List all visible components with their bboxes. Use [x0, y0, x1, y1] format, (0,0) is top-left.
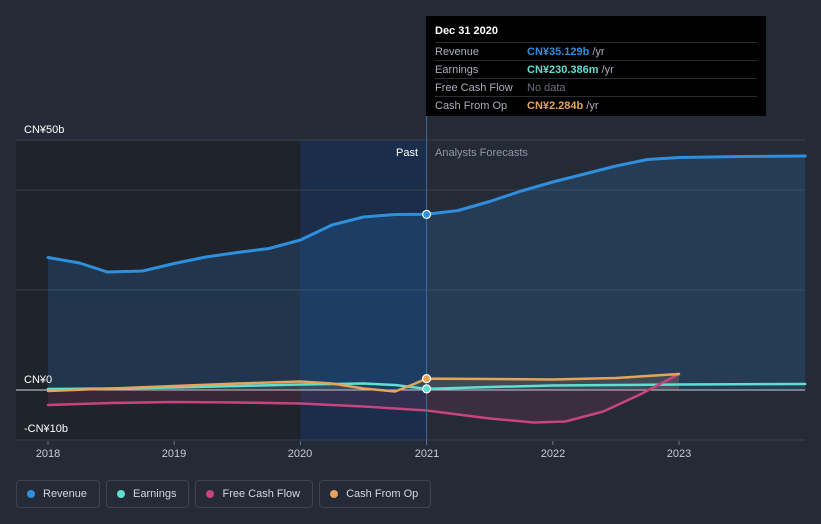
tooltip-series-unit: /yr — [601, 63, 614, 76]
legend-dot-icon — [330, 490, 339, 498]
legend-item-earnings[interactable]: Earnings — [106, 480, 190, 508]
tooltip-series-value: CN¥35.129b — [527, 45, 590, 58]
hover-marker-earnings — [422, 384, 432, 394]
hover-marker-cash-from-op — [422, 374, 432, 384]
x-tick-label: 2020 — [287, 448, 313, 460]
y-tick-label: CN¥50b — [24, 124, 65, 136]
legend-label: Revenue — [43, 488, 88, 500]
legend-item-revenue[interactable]: Revenue — [16, 480, 101, 508]
tooltip-date: Dec 31 2020 — [435, 25, 498, 37]
tooltip-series-name: Earnings — [435, 63, 479, 76]
legend-dot-icon — [206, 490, 215, 498]
series-area-free-cash-flow — [48, 374, 679, 423]
tooltip-row-revenue: Revenue CN¥35.129b /yr — [435, 42, 757, 60]
tooltip-row-free-cash-flow: Free Cash Flow No data — [435, 78, 757, 96]
tooltip-series-value: No data — [527, 81, 566, 94]
x-tick-label: 2021 — [414, 448, 440, 460]
legend-label: Free Cash Flow — [222, 488, 301, 500]
past-region-label: Past — [396, 147, 419, 159]
tooltip-series-unit: /yr — [592, 45, 605, 58]
series-line-earnings — [46, 382, 807, 391]
legend-dot-icon — [117, 490, 126, 498]
legend-item-free-cash-flow[interactable]: Free Cash Flow — [195, 480, 314, 508]
tooltip-series-value: CN¥230.386m — [527, 63, 599, 76]
x-tick-label: 2022 — [540, 448, 566, 460]
tooltip-series-name: Revenue — [435, 45, 480, 58]
series-line-cash-from-op — [46, 372, 681, 393]
tooltip-series-name: Cash From Op — [435, 99, 508, 112]
tooltip-series-unit: /yr — [586, 99, 599, 112]
x-tick-label: 2023 — [666, 448, 692, 460]
legend-dot-icon — [27, 490, 35, 498]
x-tick-label: 2018 — [35, 448, 61, 460]
tooltip-series-value: CN¥2.284b — [527, 99, 584, 112]
hover-marker-revenue — [422, 209, 432, 219]
legend-label: Earnings — [133, 488, 177, 500]
legend-item-cash-from-op[interactable]: Cash From Op — [319, 480, 432, 508]
legend-label: Cash From Op — [346, 488, 419, 500]
past-highlight-shade — [300, 141, 427, 441]
tooltip-row-cash-from-op: Cash From Op CN¥2.284b /yr — [435, 96, 757, 114]
tooltip-series-name: Free Cash Flow — [435, 81, 513, 94]
y-tick-label: -CN¥10b — [24, 423, 69, 435]
x-tick-label: 2019 — [161, 448, 187, 460]
series-line-revenue — [46, 154, 807, 274]
tooltip-row-earnings: Earnings CN¥230.386m /yr — [435, 60, 757, 78]
chart-legend: Revenue Earnings Free Cash Flow Cash Fro… — [16, 480, 432, 508]
y-tick-label: CN¥0 — [24, 374, 53, 386]
data-tooltip: Dec 31 2020 Revenue CN¥35.129b /yr Earni… — [426, 16, 766, 116]
forecast-region-label: Analysts Forecasts — [435, 147, 528, 159]
